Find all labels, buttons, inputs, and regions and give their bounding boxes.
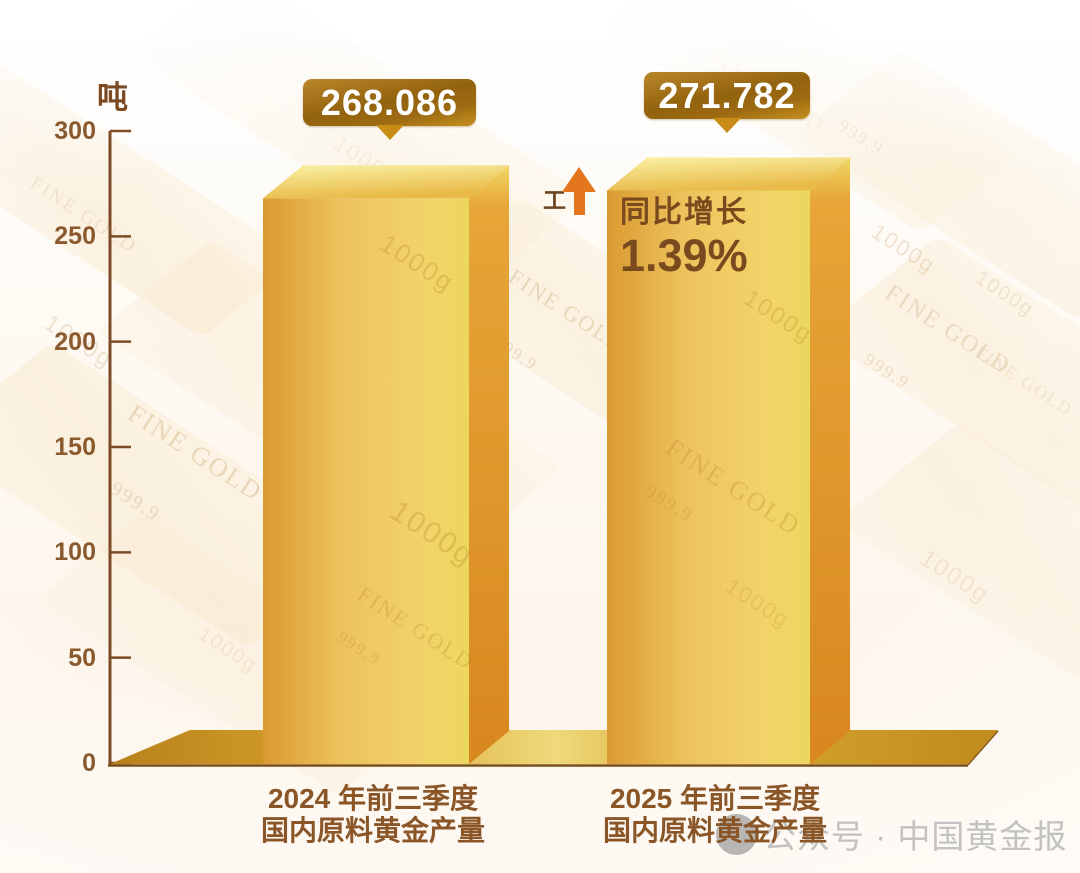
y-axis-unit-label: 吨 xyxy=(97,80,128,115)
platform-right-edge xyxy=(967,730,999,766)
category-label-2025-line1: 2025 年前三季度 xyxy=(609,783,821,814)
bar-side-face xyxy=(469,165,509,764)
up-arrow-icon xyxy=(562,167,596,215)
up-arrow-shaft xyxy=(573,191,585,215)
y-axis-tick-label: 50 xyxy=(68,643,96,672)
watermark-text: 公众号 · 中国黄金报 xyxy=(763,818,1068,855)
yoy-growth-annotation: 同比增长 1.39% xyxy=(620,196,748,280)
bar-top-face xyxy=(607,157,850,191)
yoy-growth-value: 1.39% xyxy=(620,230,748,281)
y-axis-tick-label: 150 xyxy=(54,433,96,461)
category-label-2024-line2: 国内原料黄金产量 xyxy=(260,815,485,847)
value-badge-2024: 268.086 xyxy=(303,79,476,140)
watermark: 公众号 · 中国黄金报 xyxy=(716,810,1067,858)
up-arrow-head xyxy=(562,167,596,192)
category-label-2024-line1: 2024 年前三季度 xyxy=(267,783,479,814)
y-axis-tick-label: 100 xyxy=(54,538,96,567)
y-axis-tick-label: 0 xyxy=(82,749,96,777)
y-axis-tick-label: 300 xyxy=(54,117,96,145)
bar-top-face xyxy=(263,165,509,199)
bar-side-face xyxy=(810,157,850,764)
category-label-2025: 2025 年前三季度 国内原料黄金产量 xyxy=(555,783,875,848)
chart-floor-platform xyxy=(110,730,998,764)
category-label-2025-line2: 国内原料黄金产量 xyxy=(602,815,827,847)
yoy-growth-label: 同比增长 xyxy=(620,196,748,229)
value-badge-2025: 271.782 xyxy=(644,72,810,133)
public-account-logo-icon xyxy=(716,813,757,855)
y-axis-tick-label: 200 xyxy=(54,327,96,356)
y-axis-tick-label: 250 xyxy=(54,222,96,251)
bar-front-face xyxy=(607,190,810,764)
growth-marker-glyph: 工 xyxy=(543,187,566,213)
category-label-2024: 2024 年前三季度 国内原料黄金产量 xyxy=(213,783,533,848)
bar-front-face xyxy=(263,198,469,764)
